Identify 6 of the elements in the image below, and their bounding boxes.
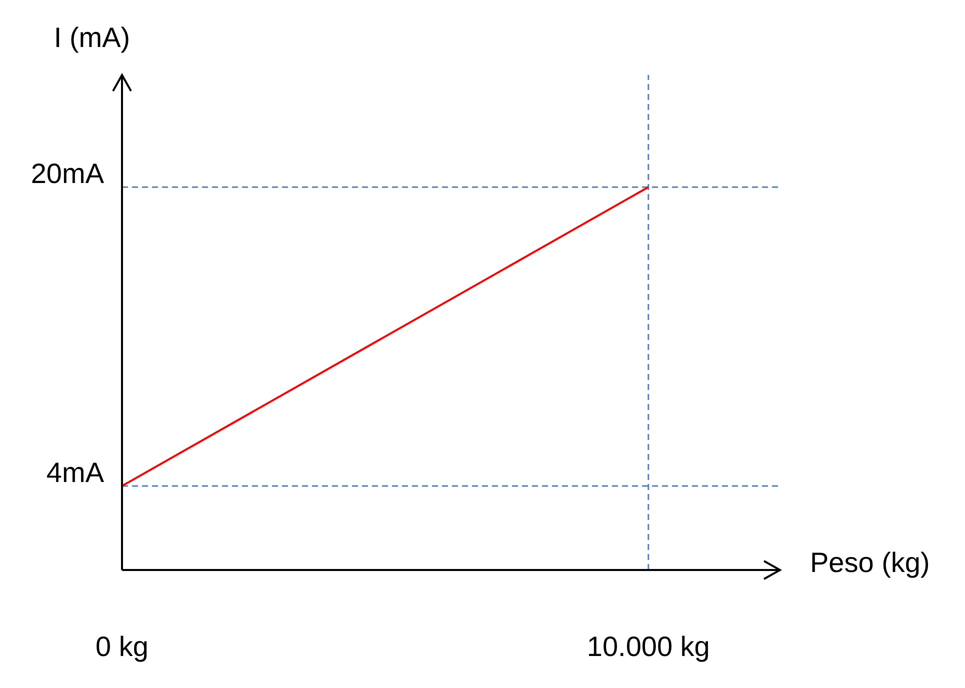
x-tick-label: 0 kg	[96, 631, 148, 662]
y-tick-label: 4mA	[46, 456, 104, 488]
y-axis-title: I (mA)	[54, 22, 130, 53]
y-tick-label: 20mA	[30, 158, 104, 190]
x-axis-title: Peso (kg)	[810, 547, 930, 578]
x-tick-label: 10.000 kg	[586, 631, 710, 662]
